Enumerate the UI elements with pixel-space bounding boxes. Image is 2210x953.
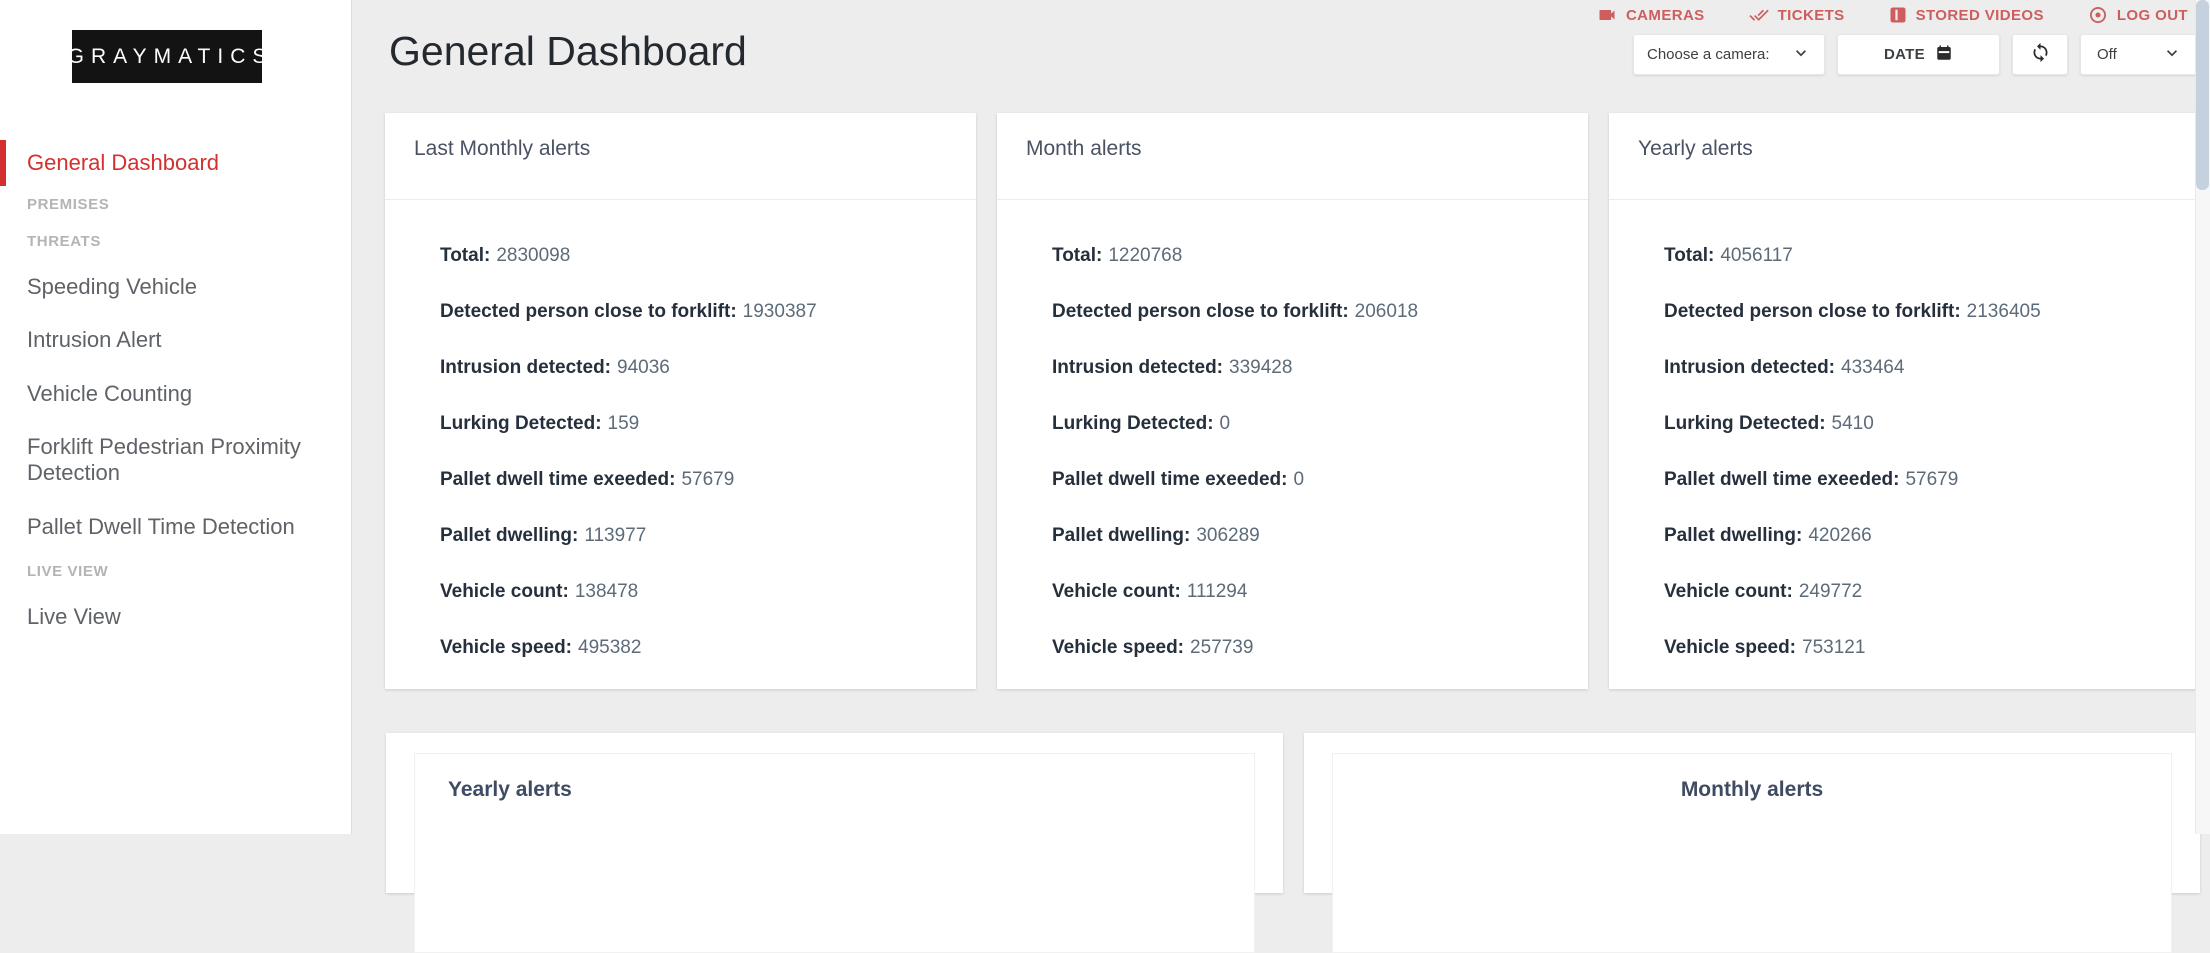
stat-row: Vehicle speed: 495382: [440, 637, 642, 658]
card-title: Month alerts: [997, 113, 1588, 200]
stat-row: Lurking Detected: 0: [1052, 413, 1231, 434]
sidebar-item-live-view[interactable]: Live View: [27, 604, 121, 629]
stored-videos-label: STORED VIDEOS: [1915, 6, 2044, 24]
sidebar-item-general-dashboard[interactable]: General Dashboard: [0, 140, 351, 186]
sidebar-section-premises: PREMISES: [27, 196, 110, 213]
chart-title: Monthly alerts: [1680, 778, 1824, 801]
stat-row: Vehicle count: 138478: [440, 581, 639, 602]
monthly-alerts-chart-card: Monthly alerts: [1304, 733, 2200, 953]
vertical-scrollbar[interactable]: [2195, 0, 2210, 834]
card-stats: Total: 4056117 Detected person close to f…: [1609, 200, 2200, 659]
stat-row: Pallet dwell time exeeded: 57679: [1664, 469, 1959, 490]
stat-row: Pallet dwelling: 113977: [440, 525, 647, 546]
top-navbar: CAMERAS TICKETS STORED VIDEOS LOG OUT: [1597, 5, 2188, 25]
refresh-icon: [2030, 42, 2051, 67]
yearly-alerts-card: Yearly alerts Total: 4056117 Detected per…: [1609, 113, 2200, 689]
stored-videos-icon: [1889, 6, 1907, 24]
sidebar-item-intrusion-alert[interactable]: Intrusion Alert: [27, 327, 162, 352]
card-title: Last Monthly alerts: [385, 113, 976, 200]
sidebar-item-forklift-pedestrian-proximity[interactable]: Forklift Pedestrian Proximity Detection: [27, 434, 301, 485]
stat-row: Pallet dwell time exeeded: 0: [1052, 469, 1305, 490]
last-monthly-alerts-card: Last Monthly alerts Total: 2830098 Detect…: [385, 113, 976, 689]
stat-row: Pallet dwelling: 306289: [1052, 525, 1260, 546]
stat-row: Lurking Detected: 159: [440, 413, 640, 434]
card-title: Yearly alerts: [1609, 113, 2200, 200]
stat-row: Detected person close to forklift: 213640…: [1664, 301, 2041, 322]
page-title: General Dashboard: [389, 28, 747, 74]
controls-row: Choose a camera: DATE Off: [1633, 34, 2199, 75]
stat-row: Intrusion detected: 339428: [1052, 357, 1293, 378]
stat-row: Vehicle count: 249772: [1664, 581, 1863, 602]
date-label: DATE: [1884, 46, 1925, 63]
chart-panel: Monthly alerts: [1332, 753, 2172, 953]
cameras-link[interactable]: CAMERAS: [1597, 5, 1705, 25]
choose-camera-label: Choose a camera:: [1647, 46, 1770, 63]
stat-row: Vehicle speed: 257739: [1052, 637, 1254, 658]
stat-row: Detected person close to forklift: 193038…: [440, 301, 817, 322]
stat-row: Vehicle count: 111294: [1052, 581, 1248, 602]
choose-camera-select[interactable]: Choose a camera:: [1633, 34, 1825, 75]
auto-refresh-value: Off: [2097, 46, 2117, 63]
tickets-label: TICKETS: [1777, 6, 1845, 24]
stat-row: Intrusion detected: 94036: [440, 357, 670, 378]
yearly-alerts-chart-card: Yearly alerts: [386, 733, 1283, 953]
stat-row: Lurking Detected: 5410: [1664, 413, 1874, 434]
logout-icon: [2088, 5, 2108, 25]
stat-row: Intrusion detected: 433464: [1664, 357, 1905, 378]
tickets-link[interactable]: TICKETS: [1748, 5, 1845, 25]
stat-row: Pallet dwell time exeeded: 57679: [440, 469, 735, 490]
calendar-icon: [1935, 44, 1953, 66]
sidebar-item-speeding-vehicle[interactable]: Speeding Vehicle: [27, 274, 198, 299]
graymatics-logo: GRAYMATICS: [68, 30, 266, 83]
sidebar-section-live-view: LIVE VIEW: [27, 563, 109, 580]
stat-row: Detected person close to forklift: 206018: [1052, 301, 1419, 322]
chevron-down-icon: [1791, 43, 1811, 67]
card-stats: Total: 1220768 Detected person close to f…: [997, 200, 1588, 659]
stat-row: Pallet dwelling: 420266: [1664, 525, 1872, 546]
sidebar: GRAYMATICS General Dashboard PREMISES TH…: [0, 0, 352, 834]
date-button[interactable]: DATE: [1837, 34, 2000, 75]
refresh-button[interactable]: [2012, 34, 2068, 75]
camera-icon: [1597, 5, 1617, 25]
chart-title: Yearly alerts: [448, 778, 572, 801]
chevron-down-icon: [2162, 43, 2182, 67]
sidebar-item-pallet-dwell-time[interactable]: Pallet Dwell Time Detection: [27, 514, 295, 539]
month-alerts-card: Month alerts Total: 1220768 Detected pers…: [997, 113, 1588, 689]
logout-label: LOG OUT: [2116, 6, 2188, 24]
stat-row: Total: 4056117: [1664, 245, 1793, 266]
scrollbar-thumb[interactable]: [2196, 0, 2209, 190]
stored-videos-link[interactable]: STORED VIDEOS: [1889, 6, 2044, 24]
cameras-label: CAMERAS: [1625, 6, 1705, 24]
logout-link[interactable]: LOG OUT: [2088, 5, 2188, 25]
auto-refresh-select[interactable]: Off: [2080, 34, 2199, 75]
stat-row: Vehicle speed: 753121: [1664, 637, 1866, 658]
double-check-icon: [1748, 5, 1769, 25]
sidebar-section-threats: THREATS: [27, 233, 101, 250]
sidebar-item-vehicle-counting[interactable]: Vehicle Counting: [27, 381, 193, 406]
stat-row: Total: 1220768: [1052, 245, 1183, 266]
card-stats: Total: 2830098 Detected person close to f…: [385, 200, 976, 659]
stat-row: Total: 2830098: [440, 245, 571, 266]
chart-panel: Yearly alerts: [414, 753, 1255, 953]
